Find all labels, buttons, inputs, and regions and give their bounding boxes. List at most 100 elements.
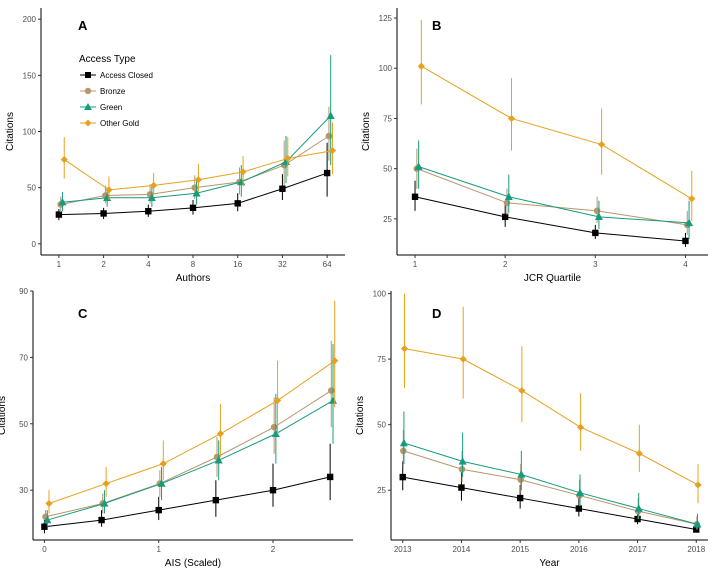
data-point	[459, 355, 467, 363]
panel-a: 0 50 100 150 200 1 2 4 8 16 32 64 Authors Citations A	[5, 8, 345, 284]
data-point	[501, 213, 509, 221]
series-other-gold	[400, 293, 702, 504]
y-tick-label: 50	[27, 184, 36, 193]
data-point	[105, 186, 113, 194]
series-green	[399, 411, 702, 530]
legend-label: Other Gold	[100, 119, 139, 128]
data-point	[45, 499, 53, 508]
data-point	[694, 481, 702, 489]
legend-label: Bronze	[100, 87, 126, 96]
legend-circle-marker	[84, 87, 92, 95]
data-point	[323, 169, 331, 177]
panel-b: 25 50 75 100 125 1 2 3 4 JCR Quartile Citations B	[361, 8, 708, 284]
x-tick-label: 4	[146, 260, 151, 269]
x-tick-label: 2018	[687, 545, 705, 554]
y-tick-label: 100	[373, 290, 387, 299]
data-point	[576, 488, 585, 497]
series-other-gold	[45, 300, 339, 514]
data-point	[327, 387, 335, 394]
data-point	[575, 505, 583, 512]
data-point	[284, 154, 292, 163]
y-tick-label: 125	[379, 14, 393, 23]
data-point	[55, 211, 63, 218]
y-tick-label: 50	[383, 165, 392, 174]
data-point	[189, 204, 197, 212]
data-point	[598, 140, 606, 149]
data-point	[269, 487, 277, 494]
data-point	[41, 523, 48, 530]
x-tick-label: 2017	[629, 545, 647, 554]
legend-label: Access Closed	[100, 71, 153, 80]
series-line	[404, 348, 699, 486]
series-bronze	[413, 148, 691, 235]
data-point	[635, 449, 643, 458]
data-point	[60, 155, 68, 164]
series-line	[421, 65, 693, 200]
data-point	[159, 460, 167, 468]
x-tick-label: 2013	[394, 545, 412, 554]
series-line	[403, 450, 697, 525]
data-point	[157, 479, 166, 487]
y-axis-title: Citations	[355, 396, 366, 435]
data-point	[212, 496, 220, 504]
data-point	[102, 479, 110, 488]
x-tick-label: 2	[271, 545, 276, 554]
data-point	[273, 396, 282, 405]
data-point	[150, 181, 158, 189]
series-line	[402, 476, 697, 531]
x-tick-label: 32	[278, 260, 287, 269]
data-point	[688, 195, 696, 203]
series-green	[414, 140, 694, 239]
panel-label: A	[78, 18, 88, 33]
data-point	[634, 504, 643, 512]
x-tick-label: 1	[413, 260, 418, 269]
series-access-closed	[411, 180, 689, 247]
data-point	[147, 193, 156, 201]
data-point	[155, 506, 162, 514]
series-access-closed	[41, 443, 334, 534]
series-line	[48, 360, 336, 504]
data-point	[98, 516, 105, 524]
data-point	[145, 208, 152, 215]
data-point	[400, 345, 409, 353]
data-point	[234, 200, 241, 207]
series-line	[414, 196, 686, 242]
x-tick-label: 2	[503, 260, 508, 269]
panel-label: D	[432, 306, 441, 321]
data-point	[593, 207, 601, 215]
data-point	[329, 396, 337, 404]
panel-d: 25 50 75 100 2013 2014 2015 2016 2017 2018 Year Cit…	[355, 290, 708, 569]
legend: Access Type Access Closed Bronze Green O…	[79, 54, 153, 128]
x-axis-title: Year	[539, 558, 560, 569]
data-point	[411, 193, 419, 200]
data-point	[100, 210, 107, 217]
y-tick-label: 25	[377, 486, 386, 495]
data-point	[634, 515, 641, 523]
x-axis-title: Authors	[176, 273, 210, 284]
data-point	[271, 429, 280, 437]
series-line	[418, 166, 690, 224]
data-point	[331, 357, 339, 365]
y-tick-label: 75	[383, 114, 392, 123]
series-line	[416, 168, 688, 226]
series-line	[47, 400, 334, 521]
x-tick-label: 0	[42, 545, 47, 554]
x-axis-title: JCR Quartile	[524, 273, 582, 284]
legend-item-other-gold: Other Gold	[80, 119, 139, 128]
y-tick-label: 90	[19, 287, 28, 296]
data-point	[325, 132, 333, 140]
data-point	[577, 423, 585, 431]
series-other-gold	[60, 122, 337, 200]
x-axis-title: AIS (Scaled)	[165, 558, 221, 569]
data-point	[693, 519, 702, 528]
panel-c: 30 50 70 90 0 1 2 AIS (Scaled) Citations C	[0, 287, 353, 569]
data-point	[326, 111, 335, 119]
data-point	[214, 456, 223, 464]
y-tick-label: 50	[19, 420, 28, 429]
panel-label: B	[432, 18, 441, 33]
x-tick-label: 8	[191, 260, 196, 269]
series-bronze	[400, 429, 701, 530]
legend-diamond-marker	[84, 119, 92, 127]
data-point	[270, 423, 278, 431]
